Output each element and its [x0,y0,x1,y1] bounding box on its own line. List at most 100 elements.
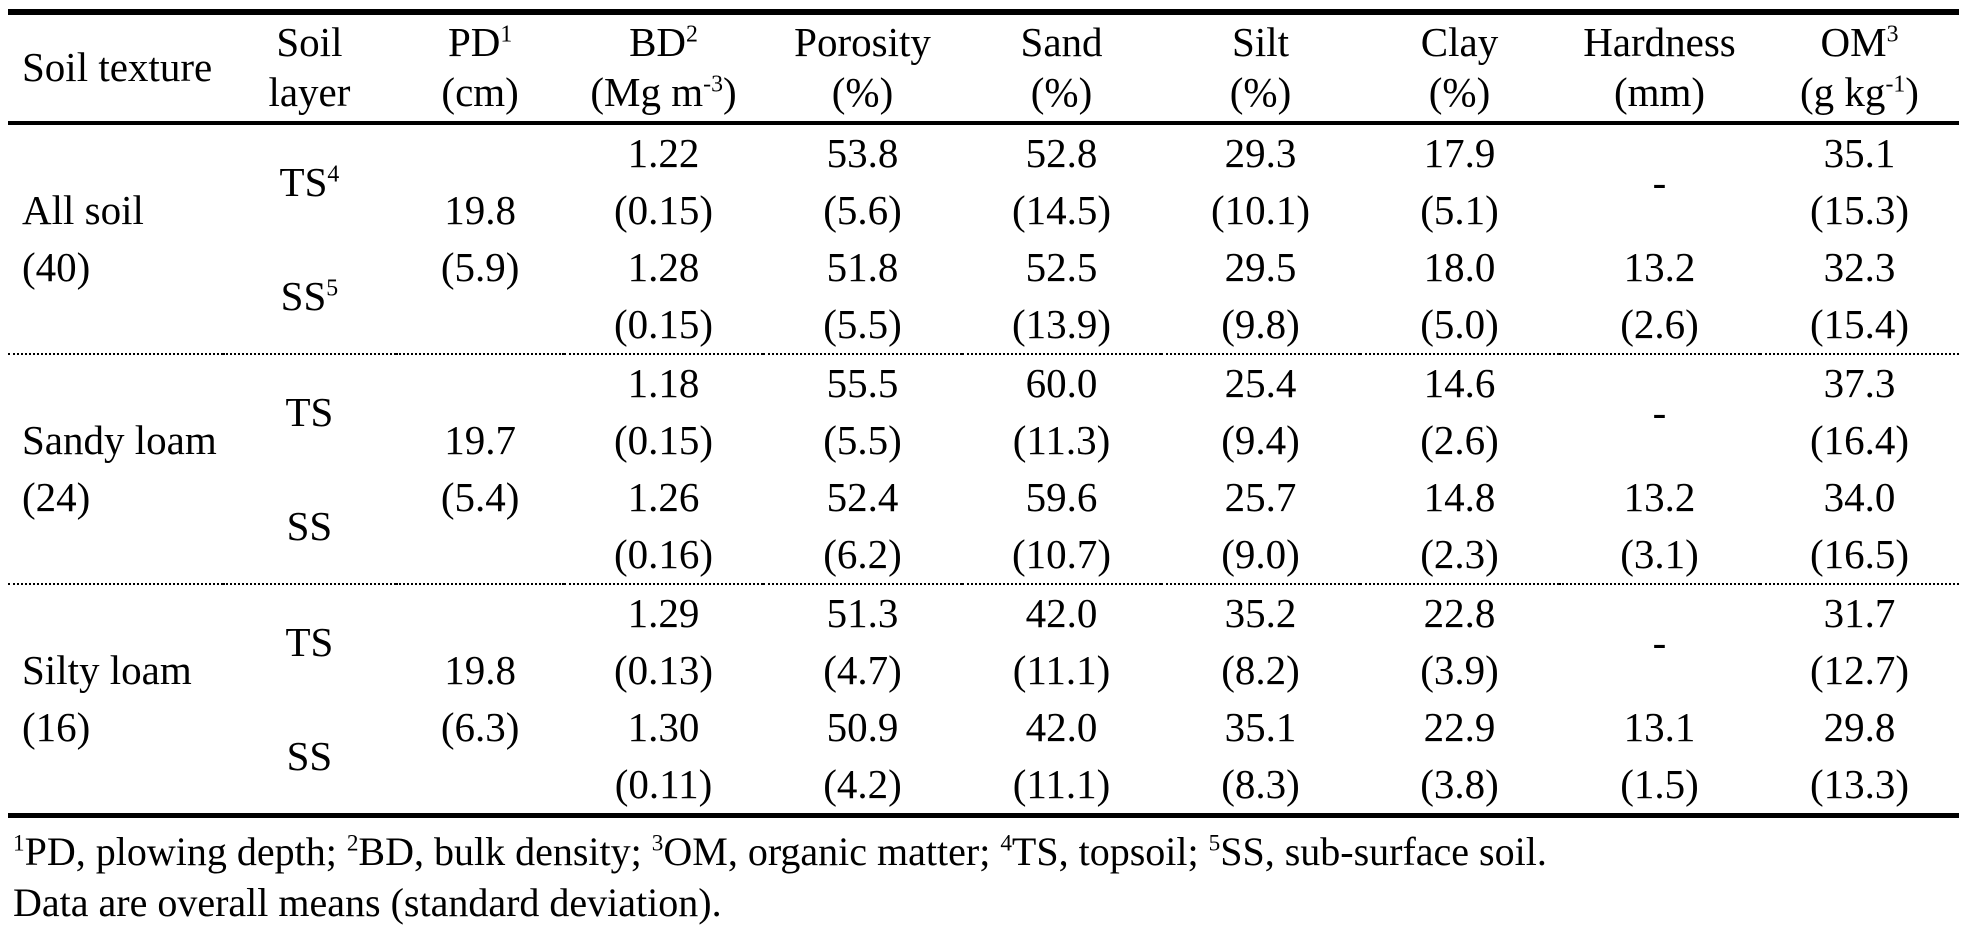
layer-label: SS [286,732,333,779]
porosity-cell: 55.5 (5.5) [763,353,963,469]
value: 1.28 [627,244,700,290]
sd-value: (11.1) [1012,761,1111,807]
sample-count: (24) [22,474,91,520]
sd-value: (0.13) [613,647,714,693]
sand-cell: 59.6 (10.7) [962,469,1161,584]
silt-cell: 25.7 (9.0) [1161,469,1360,584]
col-header-hardness: Hardness (mm) [1559,12,1760,125]
om-cell: 31.7 (12.7) [1759,583,1959,699]
footnote-marker: 4 [327,160,340,187]
sd-value: (0.15) [613,301,714,347]
value: 13.2 [1623,474,1696,520]
soil-texture-cell: All soil (40) [8,123,223,354]
header-unit: (g kg [1800,69,1886,115]
value: 13.1 [1623,704,1696,750]
footnote-text: TS, topsoil; [1011,829,1209,874]
no-data-dash: - [1652,158,1667,205]
sd-value: (2.3) [1420,531,1499,577]
sd-value: (10.7) [1011,531,1112,577]
soil-layer-cell: SS [223,699,397,816]
header-label: Clay [1420,19,1499,65]
sd-value: (9.8) [1221,301,1300,347]
footnote-definitions: 1PD, plowing depth; 2BD, bulk density; 3… [13,826,1959,877]
header-label: Hardness [1583,19,1736,65]
value: 34.0 [1823,474,1896,520]
om-cell: 37.3 (16.4) [1759,353,1959,469]
silt-cell: 35.2 (8.2) [1161,583,1361,699]
sd-value: (0.15) [613,187,714,233]
sd-value: (8.3) [1221,761,1300,807]
sd-value: (5.5) [823,417,902,463]
sd-value: (9.0) [1221,531,1300,577]
soil-properties-table: Soil texture Soil layer PD1 (cm) BD2 (Mg m-… [8,9,1959,818]
footnote-marker: 3 [651,830,664,857]
porosity-cell: 52.4 (6.2) [763,469,962,584]
value: 25.4 [1224,360,1297,406]
value: 1.18 [627,360,700,406]
value: 37.3 [1823,360,1896,406]
om-cell: 35.1 (15.3) [1760,123,1959,239]
pd-cell: 19.8 (5.9) [396,123,564,354]
sd-value: (5.9) [440,244,520,290]
table-footnotes: 1PD, plowing depth; 2BD, bulk density; 3… [13,826,1959,928]
header-unit: layer [268,69,351,115]
sd-value: (13.3) [1809,761,1909,807]
hardness-cell: 13.2 (2.6) [1559,239,1760,354]
table-row: SS5 1.28 (0.15) 51.8 (5.5) 52.5 (13.9) 29.5… [8,239,1959,354]
footnote-text: PD, plowing depth; [24,829,347,874]
value: 29.3 [1224,130,1297,176]
value: 19.8 [444,187,516,233]
header-label: Sand [1020,19,1103,65]
header-unit: (%) [1428,69,1491,115]
header-label: Porosity [794,19,931,65]
col-header-clay: Clay (%) [1360,12,1560,125]
silt-cell: 29.5 (9.8) [1161,239,1360,354]
sd-value: (0.11) [614,761,713,807]
footnote-text: OM, organic matter; [663,829,1001,874]
sd-value: (16.4) [1809,417,1909,463]
soil-texture-cell: Sandy loam (24) [8,353,223,584]
sd-value: (15.4) [1809,301,1909,347]
header-unit: ) [722,69,737,115]
value: 31.7 [1823,590,1896,636]
no-data-dash: - [1652,388,1667,435]
sd-value: (0.16) [613,531,714,577]
header-label: PD [447,19,501,65]
table-row: SS 1.26 (0.16) 52.4 (6.2) 59.6 (10.7) 25.7 (… [8,469,1959,584]
clay-cell: 22.8 (3.9) [1360,583,1560,699]
clay-cell: 14.6 (2.6) [1360,353,1560,469]
value: 42.0 [1025,590,1098,636]
sd-value: (4.2) [823,761,902,807]
header-unit: (%) [831,69,894,115]
soil-layer-cell: TS [222,353,397,469]
bd-cell: 1.22 (0.15) [564,123,763,239]
porosity-cell: 53.8 (5.6) [763,123,962,239]
layer-label: TS [285,618,334,665]
om-cell: 29.8 (13.3) [1760,699,1959,816]
texture-name: All soil [22,187,144,233]
hardness-cell: 13.2 (3.1) [1559,469,1760,584]
layer-label: SS [280,272,327,319]
col-header-silt: Silt (%) [1161,12,1361,125]
value: 59.6 [1025,474,1098,520]
value: 18.0 [1423,244,1496,290]
header-label: OM [1820,19,1887,65]
clay-cell: 14.8 (2.3) [1360,469,1559,584]
table-row: All soil (40) TS4 19.8 (5.9) 1.22 (0.15) 53… [8,123,1959,290]
value: 1.30 [627,704,700,750]
sd-value: (15.3) [1809,187,1909,233]
unit-exponent: -3 [703,71,723,98]
header-label: BD [629,19,687,65]
hardness-cell: - [1559,353,1760,469]
value: 1.29 [627,590,700,636]
sand-cell: 52.5 (13.9) [962,239,1161,354]
value: 35.2 [1224,590,1297,636]
sand-cell: 60.0 (11.3) [962,353,1162,469]
footnote-text: BD, bulk density; [358,829,652,874]
value: 1.26 [627,474,700,520]
value: 22.9 [1423,704,1496,750]
value: 42.0 [1025,704,1098,750]
sd-value: (11.1) [1012,647,1111,693]
value: 1.22 [627,130,700,176]
header-unit: (%) [1229,69,1292,115]
